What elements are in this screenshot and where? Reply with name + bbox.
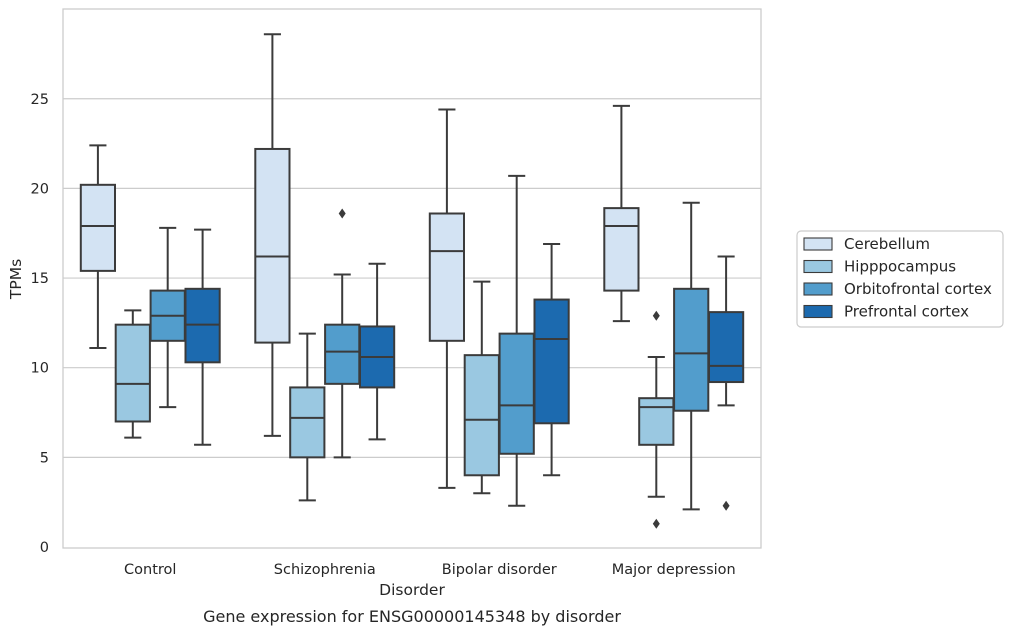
y-tick-label: 20 xyxy=(31,181,49,197)
outlier-point xyxy=(652,310,660,321)
outlier-point xyxy=(722,500,730,511)
legend-entry: Hipppocampus xyxy=(844,258,956,276)
legend-swatch xyxy=(803,304,833,319)
y-tick-label: 5 xyxy=(40,450,49,466)
outlier-point xyxy=(338,208,346,219)
iqr-box xyxy=(603,207,640,292)
outlier-point xyxy=(652,518,660,529)
iqr-box xyxy=(638,397,675,446)
iqr-box xyxy=(289,386,326,459)
y-tick-label: 0 xyxy=(40,540,49,556)
box-1-3 xyxy=(358,262,396,441)
legend-entry: Orbitofrontal cortex xyxy=(844,280,992,298)
iqr-box xyxy=(324,323,361,385)
x-tick-label: Bipolar disorder xyxy=(442,562,557,578)
legend-swatch xyxy=(803,259,833,274)
legend: Cerebellum Hipppocampus Orbitofrontal cort… xyxy=(796,230,1004,328)
box-3-0 xyxy=(603,104,640,323)
box-3-1 xyxy=(638,310,675,529)
box-0-0 xyxy=(79,144,117,349)
x-tick-label: Major depression xyxy=(612,562,736,578)
legend-entry: Cerebellum xyxy=(844,235,930,253)
box-1-0 xyxy=(254,33,291,437)
box-0-1 xyxy=(114,309,151,439)
box-0-3 xyxy=(184,228,221,446)
y-gridlines xyxy=(63,98,761,458)
box-3-3 xyxy=(707,255,745,511)
box-groups xyxy=(79,33,745,529)
box-2-0 xyxy=(428,108,466,489)
figure-caption: Gene expression for ENSG00000145348 by d… xyxy=(203,607,621,626)
x-axis-label: Disorder xyxy=(379,581,445,599)
legend-swatch xyxy=(803,237,833,251)
box-3-2 xyxy=(673,201,710,511)
iqr-box xyxy=(463,354,500,477)
box-2-3 xyxy=(533,242,570,477)
x-tick-label: Schizophrenia xyxy=(274,562,376,578)
box-0-2 xyxy=(149,226,186,409)
iqr-box xyxy=(498,332,535,455)
iqr-box xyxy=(707,311,745,384)
y-axis-label: TPMs xyxy=(7,259,25,300)
y-tick-label: 10 xyxy=(31,361,49,377)
x-tick-label: Control xyxy=(124,562,176,578)
y-tick-label: 15 xyxy=(31,271,49,287)
y-tick-label: 25 xyxy=(31,92,49,108)
iqr-box xyxy=(533,298,570,425)
iqr-box xyxy=(673,287,710,412)
box-1-1 xyxy=(289,332,326,502)
iqr-box xyxy=(254,147,291,344)
box-2-2 xyxy=(498,174,535,507)
box-1-2 xyxy=(324,208,361,459)
box-2-1 xyxy=(463,280,500,495)
plot-frame xyxy=(62,8,762,549)
y-tick-labels: 0 5 10 15 20 25 xyxy=(31,92,49,556)
legend-frame xyxy=(796,230,1004,328)
iqr-box xyxy=(79,183,117,272)
legend-entry: Prefrontal cortex xyxy=(844,303,969,321)
legend-swatch xyxy=(803,282,833,296)
x-tick-labels: Control Schizophrenia Bipolar disorder Majo… xyxy=(124,562,736,578)
iqr-box xyxy=(114,323,151,423)
iqr-box xyxy=(428,212,466,342)
